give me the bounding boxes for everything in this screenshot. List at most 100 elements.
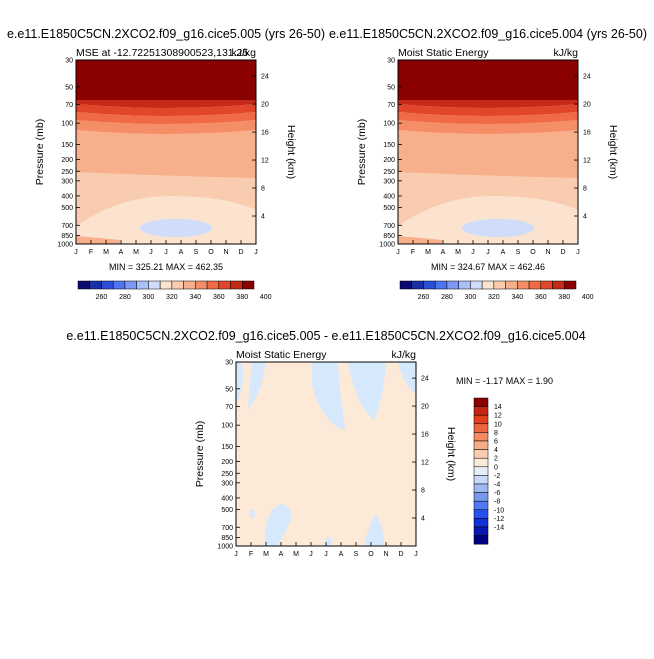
panel-1-month-tick-label: S [194,249,199,256]
panel-2-month-tick-label: J [576,249,580,256]
panel-3-colorbar-box [473,423,489,433]
panel-2-pressure-tick-label: 850 [383,233,395,240]
mse-fill-band-4 [76,112,256,124]
panel-1-ylabel-pressure: Pressure (mb) [34,119,46,186]
panel-2-colorbar-box [434,280,448,290]
panel-3-month-tick-label: M [293,551,299,558]
panel-3-subtitle-right: kJ/kg [391,349,416,361]
panel-3-month-tick-label: M [263,551,269,558]
mse-fill-band-3 [398,104,578,116]
panel-2-month-tick-label: D [560,249,565,256]
panel-1-height-tick-label: 4 [261,214,265,221]
panel-1-month-tick-label: J [149,249,153,256]
mse-fill-band-2 [398,100,578,108]
panel-1-colorbar-box [148,280,161,290]
panel-3-colorbar-label: 0 [494,464,498,471]
panel-2-colorbar-box [458,280,471,290]
panel-2-month-tick-label: O [530,249,536,256]
panel-3-colorbar-box [473,440,489,450]
panel-2-month-tick-label: J [396,249,400,256]
panel-2-month-tick-label: M [425,249,431,256]
panel-1-pressure-tick-label: 70 [65,102,73,109]
panel-2-colorbar-box [481,280,495,290]
panel-1-colorbar: 260 280 300 320 340 360 380 400 [77,280,272,301]
panel-3-month-tick-label: O [368,551,374,558]
panel-3-pressure-tick-label: 850 [221,535,233,542]
panel-2-colorbar-box [540,280,553,290]
panel-3-colorbar-box [473,406,489,416]
panel-3-colorbar-box [473,457,489,468]
panel-3-pressure-tick-label: 700 [221,525,233,532]
panel-3-colorbar-label: 14 [494,404,502,411]
panel-2-height-tick-label: 8 [583,186,587,193]
panel-3-height-tick-label: 16 [421,432,429,439]
panel-2-height-tick-label: 16 [583,130,591,137]
panel-1-colorbar-box [242,280,255,290]
panel-1-colorbar-label: 360 [213,294,225,301]
panel-3-height-tick-label: 24 [421,376,429,383]
panel-1-pressure-tick-label: 700 [61,223,73,230]
panel-2-month-tick-label: S [516,249,521,256]
panel-2-colorbar-label: 380 [558,294,570,301]
panel-3-colorbar-label: 12 [494,413,502,420]
panel-2-height-tick-label: 20 [583,102,591,109]
panel-1-subtitle-right: kJ/kg [231,47,256,59]
panel-3-colorbar-box [473,509,489,519]
panel-1-colorbar-label: 300 [143,294,155,301]
panel-2-axes: 30 50 70 100 150 200 250 300 400 500 700 850 1000 24 2… [379,58,590,257]
panel-1-colorbar-box [136,280,149,290]
panel-2-pressure-tick-label: 70 [387,102,395,109]
panel-1-height-tick-label: 16 [261,130,269,137]
panel-1-pressure-tick-label: 30 [65,58,73,65]
panel-3-colorbar-box [473,518,489,528]
panel-2-colorbar: 260 280 300 320 340 360 380 400 [399,280,594,301]
panel-2-colorbar-box [552,280,565,290]
panel-3-pressure-tick-label: 400 [221,495,233,502]
panel-3-pressure-tick-label: 150 [221,444,233,451]
panel-3-colorbar-label: 8 [494,430,498,437]
panel-2-minmax: MIN = 324.67 MAX = 462.46 [431,262,545,272]
panel-1-colorbar-box [218,280,231,290]
panel-3-month-tick-label: A [279,551,284,558]
diff-fill-negative-7 [249,510,255,518]
panel-2-month-tick-label: F [411,249,415,256]
diff-fill-negative-1 [236,362,244,404]
panel-3-title: e.e11.E1850C5CN.2XCO2.f09_g16.cice5.005 … [66,329,585,343]
panel-3-month-tick-label: S [354,551,359,558]
panel-3-colorbar-label: -4 [494,482,500,489]
panel-1-month-tick-label: J [74,249,78,256]
panel-3-colorbar-box [473,397,489,407]
panel-1-month-tick-label: F [89,249,93,256]
panel-2-pressure-tick-label: 700 [383,223,395,230]
panel-1-pressure-tick-label: 150 [61,142,73,149]
panel-1-colorbar-box [101,280,114,290]
panel-3-colorbar-label: 2 [494,456,498,463]
panel-1-height-tick-label: 8 [261,186,265,193]
diff-fill-negative-4 [348,362,386,420]
panel-3-month-tick-label: F [249,551,253,558]
panel-1-pressure-tick-label: 300 [61,178,73,185]
panel-1-pressure-tick-label: 1000 [57,242,73,249]
panel-2-colorbar-label: 340 [511,294,523,301]
panel-1-month-tick-label: N [223,249,228,256]
panel-2-month-tick-label: J [486,249,490,256]
panel-1-colorbar-box [206,280,220,290]
panel-2-month-tick-label: A [501,249,506,256]
panel-3-colorbar-label: -14 [494,525,504,532]
panel-2-subtitle-left: Moist Static Energy [398,47,489,59]
panel-1-month-tick-label: J [254,249,258,256]
mse-fill-band-6 [76,130,256,178]
panel-3-height-tick-label: 20 [421,404,429,411]
panel-1-colorbar-box [195,280,208,290]
mse-fill-band-3 [76,104,256,116]
panel-1-colorbar-label: 280 [119,294,131,301]
panel-3-colorbar-box [473,500,489,511]
mse-fill-surface [398,236,442,244]
panel-1-month-tick-label: D [238,249,243,256]
panel-2-colorbar-label: 360 [535,294,547,301]
panel-3-colorbar-box [473,414,489,425]
mse-fill-band-1 [398,60,578,100]
panel-1-month-tick-label: A [179,249,184,256]
panel-3-month-tick-label: A [339,551,344,558]
